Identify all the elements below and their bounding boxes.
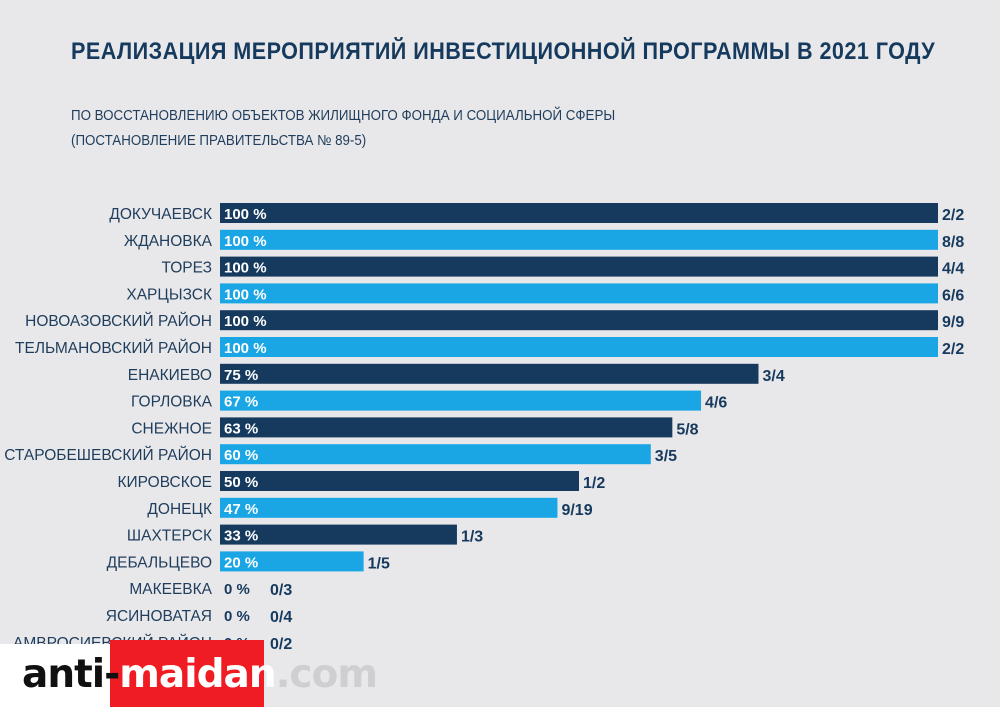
bar — [220, 229, 938, 250]
percent-label: 60 % — [224, 447, 258, 464]
percent-label: 100 % — [224, 286, 267, 303]
percent-label: 100 % — [224, 313, 267, 330]
ratio-label: 6/6 — [942, 287, 964, 304]
ratio-label: 2/2 — [942, 207, 964, 224]
percent-label: 0 % — [224, 581, 250, 598]
category-label: МАКЕЕВКА — [129, 581, 212, 598]
category-label: ДОНЕЦК — [147, 501, 212, 518]
logo-red-block — [110, 640, 264, 707]
percent-label: 100 % — [224, 206, 267, 223]
category-label: ТЕЛЬМАНОВСКИЙ РАЙОН — [15, 339, 212, 357]
logo-part-2: maidan — [119, 652, 276, 697]
ratio-label: 0/2 — [270, 636, 292, 653]
category-label: НОВОАЗОВСКИЙ РАЙОН — [25, 312, 212, 330]
ratio-label: 1/5 — [368, 555, 390, 572]
logo-text: anti-maidan.com — [22, 652, 378, 697]
ratio-label: 4/4 — [942, 261, 964, 278]
category-label: ШАХТЕРСК — [127, 528, 212, 545]
subtitle-line-1: ПО ВОССТАНОВЛЕНИЮ ОБЪЕКТОВ ЖИЛИЩНОГО ФОН… — [71, 108, 616, 124]
category-label: ДОКУЧАЕВСК — [109, 206, 212, 223]
watermark-logo: anti-maidan.com — [0, 640, 378, 707]
category-label: СНЕЖНОЕ — [131, 420, 212, 437]
ratio-label: 4/6 — [705, 395, 727, 412]
category-label: ЕНАКИЕВО — [128, 367, 212, 384]
ratio-label: 9/19 — [561, 502, 592, 519]
bar — [220, 417, 673, 438]
bar — [220, 444, 651, 465]
ratio-label: 1/3 — [461, 529, 483, 546]
bar — [220, 363, 759, 384]
bar — [220, 203, 938, 223]
percent-label: 50 % — [224, 474, 258, 491]
bar — [220, 390, 702, 411]
chart-subtitle: ПО ВОССТАНОВЛЕНИЮ ОБЪЕКТОВ ЖИЛИЩНОГО ФОН… — [71, 104, 615, 154]
bar — [220, 551, 364, 572]
ratio-label: 2/2 — [942, 341, 964, 358]
bar — [220, 337, 938, 357]
bar — [220, 471, 579, 491]
category-label: ЖДАНОВКА — [124, 233, 213, 250]
ratio-label: 9/9 — [942, 314, 964, 331]
category-label: ГОРЛОВКА — [131, 394, 213, 411]
logo-part-3: .com — [275, 652, 378, 697]
ratio-label: 5/8 — [676, 421, 698, 438]
percent-label: 33 % — [224, 528, 258, 545]
bar — [220, 497, 558, 518]
percent-label: 100 % — [224, 260, 267, 277]
ratio-label: 0/3 — [270, 582, 292, 599]
percent-label: 75 % — [224, 367, 258, 384]
ratio-label: 0/4 — [270, 609, 292, 626]
logo-part-1: anti- — [22, 652, 120, 697]
percent-label: 100 % — [224, 340, 267, 357]
category-label: СТАРОБЕШЕВСКИЙ РАЙОН — [4, 446, 212, 464]
logo-white-block — [0, 644, 110, 707]
percent-label: 0 % — [224, 608, 250, 625]
percent-label: 63 % — [224, 420, 258, 437]
percent-label: 67 % — [224, 394, 258, 411]
ratio-label: 3/5 — [655, 448, 677, 465]
ratio-label: 3/4 — [763, 368, 785, 385]
bar — [220, 524, 457, 545]
bar — [220, 256, 938, 277]
category-label: ТОРЕЗ — [161, 260, 212, 277]
chart-title: РЕАЛИЗАЦИЯ МЕРОПРИЯТИЙ ИНВЕСТИЦИОННОЙ ПР… — [71, 38, 936, 65]
bar — [220, 310, 938, 331]
category-label: КИРОВСКОЕ — [118, 474, 213, 491]
ratio-label: 1/2 — [583, 475, 605, 492]
percent-label: 20 % — [224, 554, 258, 571]
category-label: ХАРЦЫЗСК — [126, 286, 212, 303]
category-label: ДЕБАЛЬЦЕВО — [107, 554, 212, 571]
percent-label: 47 % — [224, 501, 258, 518]
ratio-label: 8/8 — [942, 234, 964, 251]
percent-label: 100 % — [224, 233, 267, 250]
bar — [220, 283, 938, 304]
category-label: ЯСИНОВАТАЯ — [106, 608, 212, 625]
subtitle-line-2: (ПОСТАНОВЛЕНИЕ ПРАВИТЕЛЬСТВА № 89-5) — [71, 133, 367, 149]
